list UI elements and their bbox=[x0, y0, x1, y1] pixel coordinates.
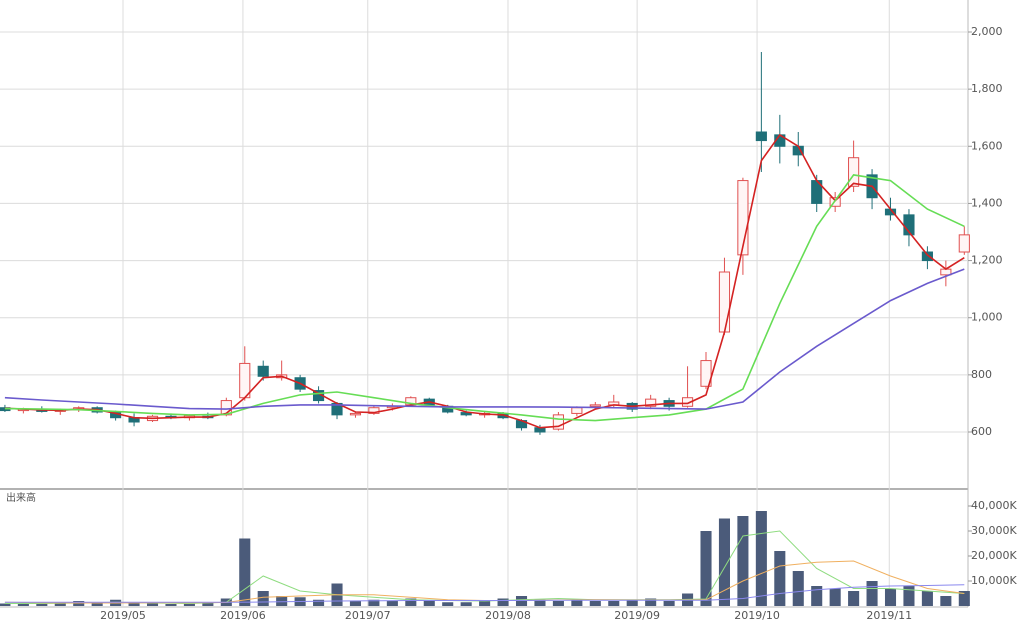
x-tick-label: 2019/05 bbox=[100, 609, 146, 622]
y-tick-label: 1,000 bbox=[971, 311, 1003, 324]
volume-bar bbox=[460, 602, 472, 606]
moving-average-line bbox=[4, 268, 965, 410]
y-tick-label: 800 bbox=[971, 368, 992, 381]
volume-bar bbox=[386, 601, 398, 606]
volume-bar bbox=[958, 591, 970, 606]
y-tick-label: 1,600 bbox=[971, 139, 1003, 152]
y-tick-label: 40,000K bbox=[971, 499, 1017, 512]
candle-body bbox=[239, 362, 251, 399]
volume-bar bbox=[848, 591, 860, 606]
y-tick-label: 10,000K bbox=[971, 574, 1017, 587]
x-tick-label: 2019/11 bbox=[866, 609, 912, 622]
volume-bar bbox=[829, 588, 841, 606]
volume-bar bbox=[626, 599, 638, 606]
volume-bar bbox=[608, 601, 620, 606]
y-tick-label: 2,000 bbox=[971, 25, 1003, 38]
volume-bar bbox=[811, 586, 823, 606]
volume-bar bbox=[940, 596, 952, 606]
x-tick-label: 2019/06 bbox=[220, 609, 266, 622]
volume-bar bbox=[276, 596, 288, 606]
y-tick-label: 1,400 bbox=[971, 196, 1003, 209]
volume-bar bbox=[239, 538, 251, 606]
candle-body bbox=[368, 407, 380, 414]
volume-bar bbox=[36, 603, 48, 606]
volume-bar bbox=[497, 598, 509, 606]
volume-bar bbox=[405, 598, 417, 606]
volume-bar bbox=[718, 518, 730, 606]
x-tick-label: 2019/10 bbox=[734, 609, 780, 622]
y-tick-label: 30,000K bbox=[971, 524, 1017, 537]
volume-bar bbox=[645, 598, 657, 606]
volume-bar bbox=[313, 599, 325, 606]
candle-body bbox=[737, 180, 749, 256]
candle-body bbox=[645, 398, 657, 407]
volume-bar bbox=[17, 604, 29, 606]
candle-body bbox=[829, 197, 841, 207]
volume-bar bbox=[128, 602, 140, 606]
volume-bar bbox=[54, 603, 66, 606]
candle-body bbox=[349, 412, 362, 416]
moving-average-line bbox=[4, 584, 965, 603]
candle-body bbox=[552, 414, 564, 430]
candle-body bbox=[755, 131, 767, 142]
volume-bar bbox=[349, 601, 362, 606]
moving-average-line bbox=[4, 174, 965, 422]
moving-average-line bbox=[4, 133, 965, 429]
volume-bar bbox=[700, 531, 712, 606]
candle-body bbox=[718, 271, 731, 333]
y-tick-label: 600 bbox=[971, 425, 992, 438]
candle-body bbox=[589, 404, 601, 407]
candle-body bbox=[921, 251, 933, 262]
volume-bar bbox=[202, 602, 214, 606]
candle-body bbox=[700, 360, 712, 387]
volume-bar bbox=[534, 599, 546, 606]
volume-bar bbox=[589, 601, 601, 606]
volume-bar bbox=[0, 603, 11, 606]
volume-bar bbox=[792, 571, 804, 606]
candle-body bbox=[848, 157, 860, 187]
volume-bar bbox=[257, 591, 269, 606]
volume-bar bbox=[866, 581, 878, 606]
x-tick-label: 2019/09 bbox=[614, 609, 660, 622]
volume-bar bbox=[663, 601, 675, 606]
candle-body bbox=[257, 365, 269, 377]
volume-bar bbox=[903, 586, 915, 606]
volume-bar bbox=[183, 603, 195, 606]
volume-bar bbox=[146, 603, 159, 606]
volume-bar bbox=[515, 596, 528, 606]
volume-title: 出来高 bbox=[6, 491, 36, 504]
volume-bar bbox=[571, 599, 583, 606]
volume-bar bbox=[921, 591, 933, 606]
volume-bar bbox=[423, 601, 435, 606]
y-tick-label: 1,800 bbox=[971, 82, 1003, 95]
candle-body bbox=[681, 397, 694, 407]
y-tick-label: 1,200 bbox=[971, 254, 1003, 267]
volume-bar bbox=[368, 599, 380, 606]
volume-bar bbox=[91, 602, 103, 606]
volume-bar bbox=[442, 602, 454, 606]
volume-bar bbox=[774, 551, 786, 606]
y-tick-label: 20,000K bbox=[971, 549, 1017, 562]
volume-bar bbox=[165, 604, 177, 606]
candle-body bbox=[571, 407, 583, 414]
volume-bar bbox=[479, 601, 491, 606]
candle-body bbox=[958, 234, 970, 253]
x-tick-label: 2019/08 bbox=[485, 609, 531, 622]
volume-bar bbox=[884, 588, 897, 606]
x-tick-label: 2019/07 bbox=[345, 609, 391, 622]
volume-bar bbox=[552, 601, 564, 606]
volume-bar bbox=[737, 516, 749, 606]
volume-bar bbox=[755, 511, 767, 606]
